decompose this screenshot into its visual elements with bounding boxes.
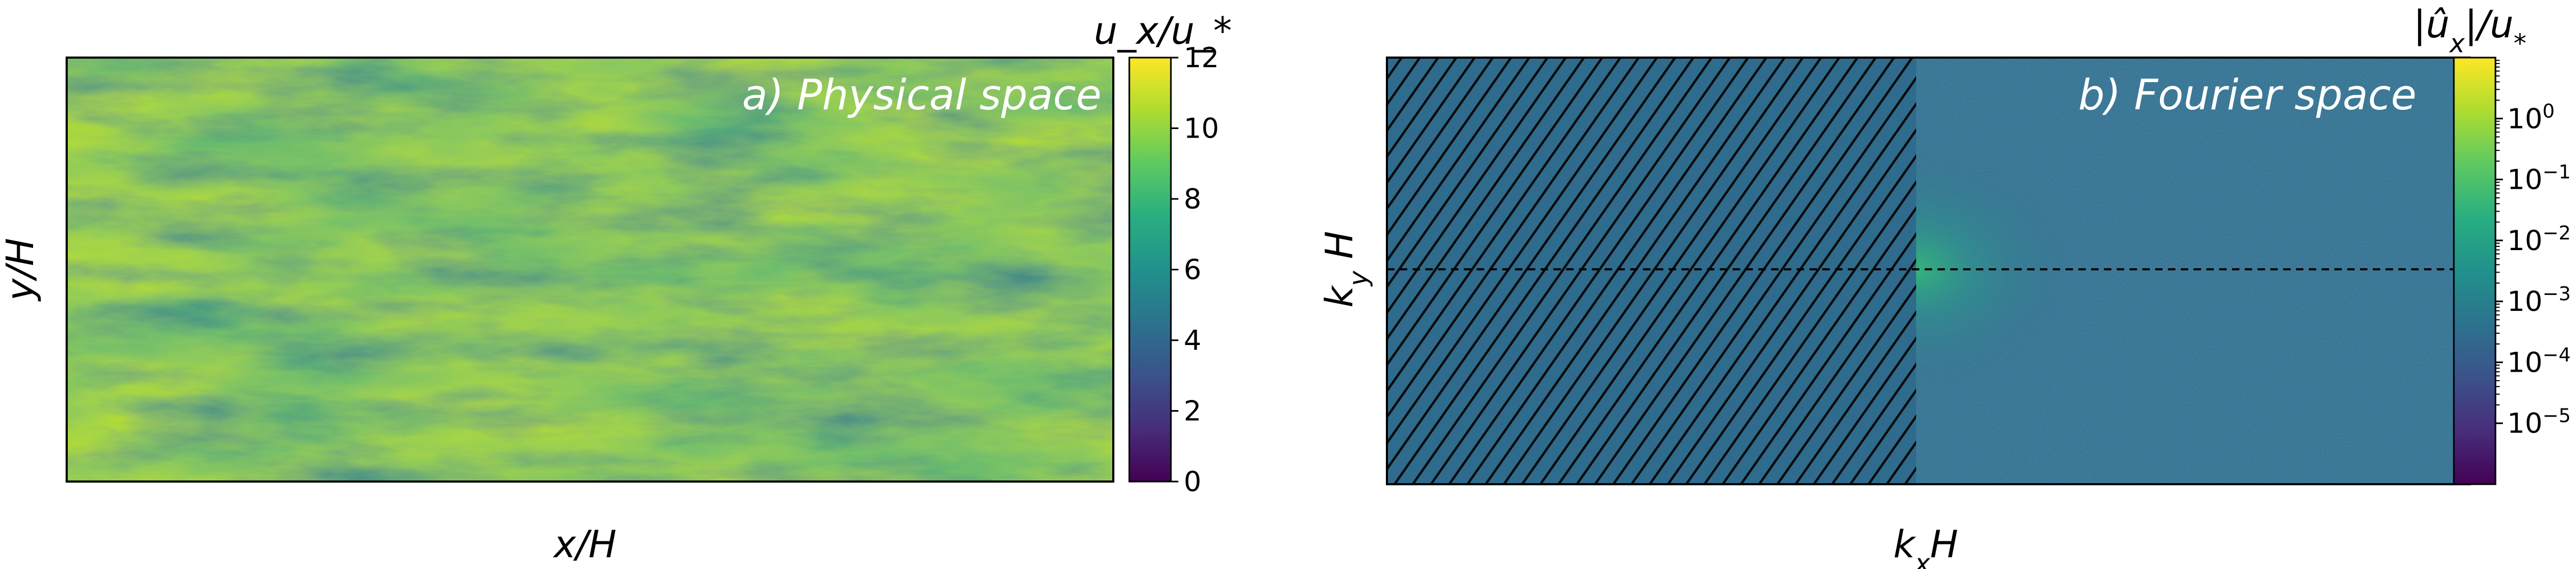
physical-field-frame (66, 57, 1114, 483)
colorbar-b-label: |ûx|/u* (2413, 3, 2526, 59)
panel-fourier-space: b) Fourier space kxH ky H |ûx|/u* 100 10−… (1318, 3, 2571, 569)
colorbar-b-bar (2453, 57, 2497, 485)
colorbar-b-tick-label: 10−2 (2507, 222, 2571, 257)
y-axis-label-a: y/H (0, 238, 42, 302)
panel-b-title: b) Fourier space (2078, 71, 2417, 119)
colorbar-b-tick-label: 10−4 (2507, 344, 2571, 379)
colorbar-a-bar (1128, 57, 1172, 483)
colorbar-a-tick-label: 6 (1184, 254, 1201, 286)
colorbar-a-tick-label: 8 (1184, 183, 1201, 215)
colorbar-a: u_x/u_* 0 2 4 6 8 10 12 (1094, 9, 1232, 498)
colorbar-b-tick-label: 100 (2507, 100, 2555, 135)
colorbar-a-tick-label: 0 (1184, 466, 1201, 498)
colorbar-b-ticks: 100 10−1 10−2 10−3 10−4 10−5 (2495, 60, 2571, 440)
panel-physical-space: a) Physical space x/H y/H u_x/u_* 0 2 4 6 8 1… (0, 9, 1232, 566)
colorbar-a-tick-label: 12 (1184, 42, 1219, 74)
x-axis-label-b: kxH (1893, 523, 1958, 569)
colorbar-b-tick-label: 10−5 (2507, 405, 2571, 440)
colorbar-b-tick-label: 10−1 (2507, 161, 2571, 196)
colorbar-a-ticks: 0 2 4 6 8 10 12 (1171, 42, 1219, 498)
y-axis-label-b: ky H (1318, 231, 1374, 308)
colorbar-a-tick-label: 2 (1184, 396, 1201, 428)
x-axis-label-a: x/H (553, 523, 617, 566)
panel-a-title: a) Physical space (742, 71, 1102, 119)
colorbar-a-label: u_x/u_* (1094, 9, 1232, 53)
colorbar-a-tick-label: 10 (1184, 113, 1219, 145)
colorbar-a-tick-label: 4 (1184, 325, 1201, 357)
physical-field-base (67, 58, 1113, 482)
hatched-region (1387, 58, 1916, 484)
colorbar-b-tick-label: 10−3 (2507, 283, 2571, 318)
